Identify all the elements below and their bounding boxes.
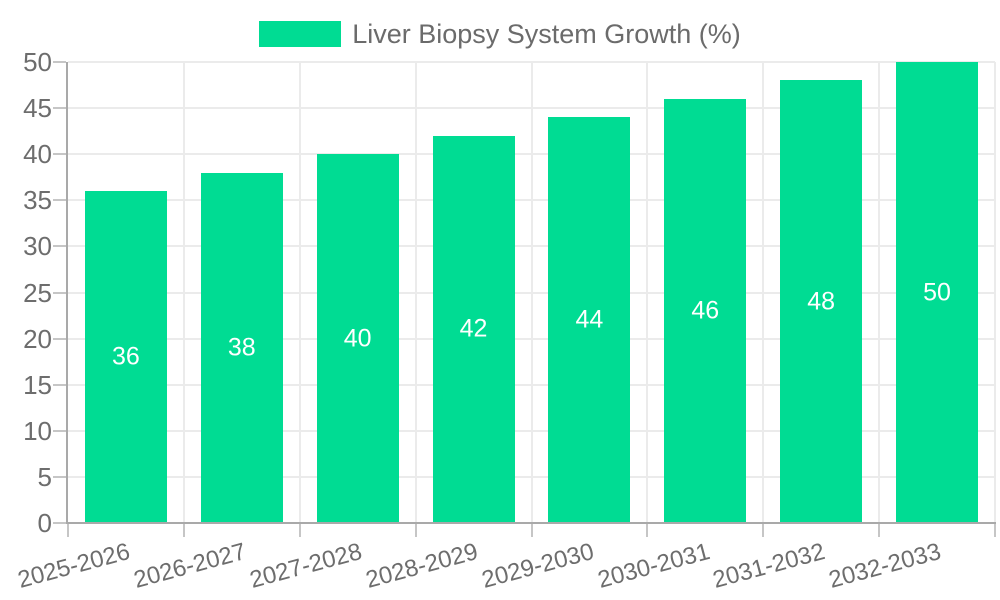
y-axis-label: 45 bbox=[23, 93, 52, 124]
bar[interactable] bbox=[548, 117, 631, 522]
x-axis-tick bbox=[762, 524, 765, 537]
x-axis-label: 2025-2026 bbox=[15, 538, 133, 594]
gridline-vertical bbox=[646, 62, 649, 523]
x-axis-label: 2027-2028 bbox=[246, 538, 365, 594]
legend-label: Liver Biopsy System Growth (%) bbox=[352, 18, 741, 49]
legend[interactable]: Liver Biopsy System Growth (%) bbox=[0, 16, 1000, 52]
y-axis-label: 0 bbox=[37, 508, 52, 538]
bar[interactable] bbox=[432, 135, 515, 522]
y-axis-label: 5 bbox=[37, 461, 52, 492]
gridline-vertical bbox=[878, 62, 881, 523]
bar[interactable] bbox=[200, 172, 283, 522]
y-axis-label: 20 bbox=[23, 323, 52, 354]
y-axis-tick bbox=[53, 522, 66, 524]
x-axis-tick bbox=[414, 524, 417, 537]
gridline-vertical bbox=[530, 62, 533, 523]
x-axis-label: 2029-2030 bbox=[478, 538, 597, 594]
y-axis-label: 15 bbox=[23, 369, 52, 400]
y-axis-tick bbox=[53, 383, 66, 386]
x-axis-label: 2032-2033 bbox=[826, 538, 945, 594]
x-axis-line bbox=[66, 522, 996, 524]
y-axis-tick bbox=[53, 199, 66, 202]
x-axis-tick bbox=[298, 524, 301, 537]
y-axis-line bbox=[66, 62, 68, 523]
y-axis-tick bbox=[53, 245, 66, 248]
bar[interactable] bbox=[84, 191, 167, 522]
y-axis-tick bbox=[53, 337, 66, 340]
legend-swatch-icon bbox=[259, 21, 342, 47]
x-axis-label: 2031-2032 bbox=[710, 538, 829, 594]
gridline-vertical bbox=[298, 62, 301, 523]
y-axis-tick bbox=[53, 153, 66, 156]
y-axis-label: 25 bbox=[23, 277, 52, 308]
x-axis-tick bbox=[994, 524, 996, 537]
x-axis-label: 2030-2031 bbox=[594, 538, 713, 594]
y-axis-label: 50 bbox=[23, 47, 52, 77]
x-axis-label: 2028-2029 bbox=[362, 538, 481, 594]
y-axis-tick bbox=[53, 291, 66, 294]
gridline-vertical bbox=[182, 62, 185, 523]
bar[interactable] bbox=[896, 62, 979, 522]
y-axis-label: 35 bbox=[23, 185, 52, 216]
gridline-vertical bbox=[994, 62, 996, 523]
x-axis-tick bbox=[530, 524, 533, 537]
y-axis-tick bbox=[53, 429, 66, 432]
y-axis-tick bbox=[53, 475, 66, 478]
y-axis-label: 40 bbox=[23, 139, 52, 170]
x-axis-tick bbox=[646, 524, 649, 537]
gridline-vertical bbox=[414, 62, 417, 523]
x-axis-tick bbox=[182, 524, 185, 537]
y-axis-tick bbox=[53, 61, 66, 63]
x-axis-tick bbox=[67, 524, 69, 537]
y-axis-label: 10 bbox=[23, 415, 52, 446]
x-axis-tick bbox=[878, 524, 881, 537]
y-axis-label: 30 bbox=[23, 231, 52, 262]
gridline-vertical bbox=[762, 62, 765, 523]
bar[interactable] bbox=[780, 80, 863, 522]
bar[interactable] bbox=[316, 154, 399, 522]
bar[interactable] bbox=[664, 98, 747, 522]
x-axis-label: 2026-2027 bbox=[130, 538, 249, 594]
y-axis-tick bbox=[53, 107, 66, 110]
